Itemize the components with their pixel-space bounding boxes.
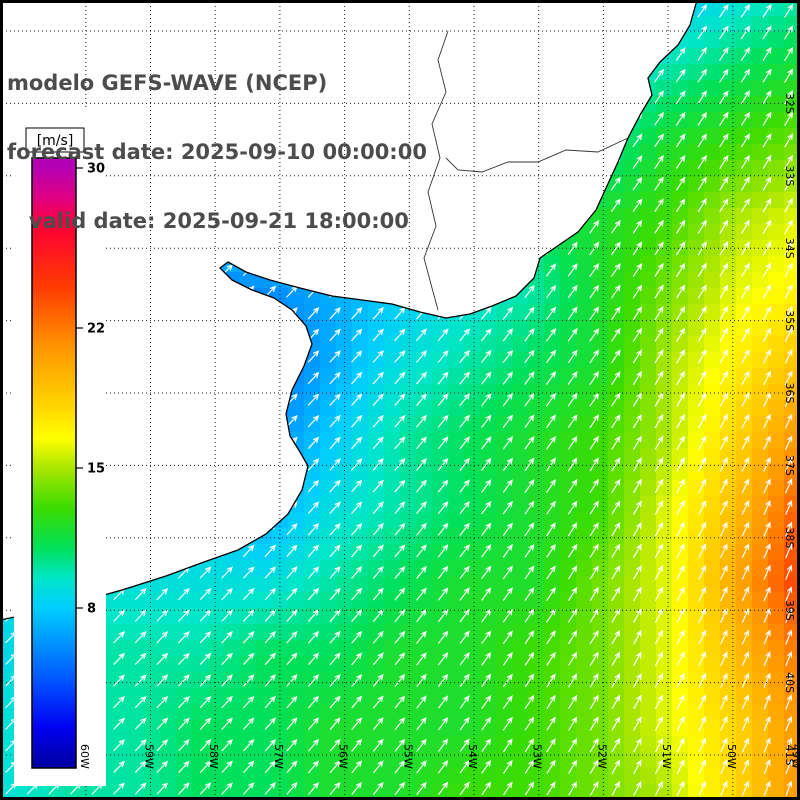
colorbar-tick-label: 30 — [87, 162, 105, 177]
colorbar-gradient — [31, 157, 77, 769]
lat-tick-label: 36S — [783, 383, 796, 404]
lat-tick-label: 39S — [783, 600, 796, 621]
lon-tick-label: 59W — [143, 744, 156, 769]
country-border-line — [423, 30, 449, 311]
lon-tick-label: 60W — [78, 744, 91, 769]
lat-tick-label: 40S — [783, 672, 796, 693]
colorbar-tick-label: 22 — [87, 322, 105, 337]
colorbar: [m/s] 30 22 15 8 — [14, 110, 106, 786]
title-block: modelo GEFS-WAVE (NCEP) forecast date: 2… — [7, 26, 427, 279]
lat-tick-label: 34S — [783, 238, 796, 259]
lat-tick-label: 41S — [783, 745, 796, 766]
lon-tick-label: 57W — [272, 744, 285, 769]
lon-tick-label: 56W — [337, 744, 350, 769]
colorbar-tick-label: 8 — [87, 602, 96, 617]
model-title: modelo GEFS-WAVE (NCEP) — [7, 71, 328, 95]
lat-tick-label: 38S — [783, 527, 796, 548]
lon-tick-label: 52W — [595, 744, 608, 769]
axis-labels: 32S 33S 34S 35S 36S 37S 38S 39S 40S 41S 60W 59W 58W 5… — [78, 93, 800, 769]
lon-tick-label: 49W — [790, 744, 800, 769]
colorbar-tick-label: 15 — [87, 462, 105, 477]
lat-tick-label: 35S — [783, 310, 796, 331]
lon-tick-label: 58W — [207, 744, 220, 769]
lat-tick-label: 33S — [783, 165, 796, 186]
country-border-line — [445, 137, 629, 173]
lon-tick-label: 50W — [725, 744, 738, 769]
lon-tick-label: 55W — [401, 744, 414, 769]
lon-tick-label: 54W — [466, 744, 479, 769]
lat-tick-label: 37S — [783, 455, 796, 476]
forecast-date-line: forecast date: 2025-09-10 00:00:00 — [7, 140, 427, 164]
valid-date-line: valid date: 2025-09-21 18:00:00 — [7, 209, 409, 233]
lat-tick-label: 32S — [783, 93, 796, 114]
colorbar-unit-label: [m/s] — [37, 133, 74, 149]
lon-tick-label: 51W — [660, 744, 673, 769]
lon-tick-label: 53W — [531, 744, 544, 769]
coastline — [0, 0, 698, 621]
colorbar-unit-box — [25, 127, 85, 153]
